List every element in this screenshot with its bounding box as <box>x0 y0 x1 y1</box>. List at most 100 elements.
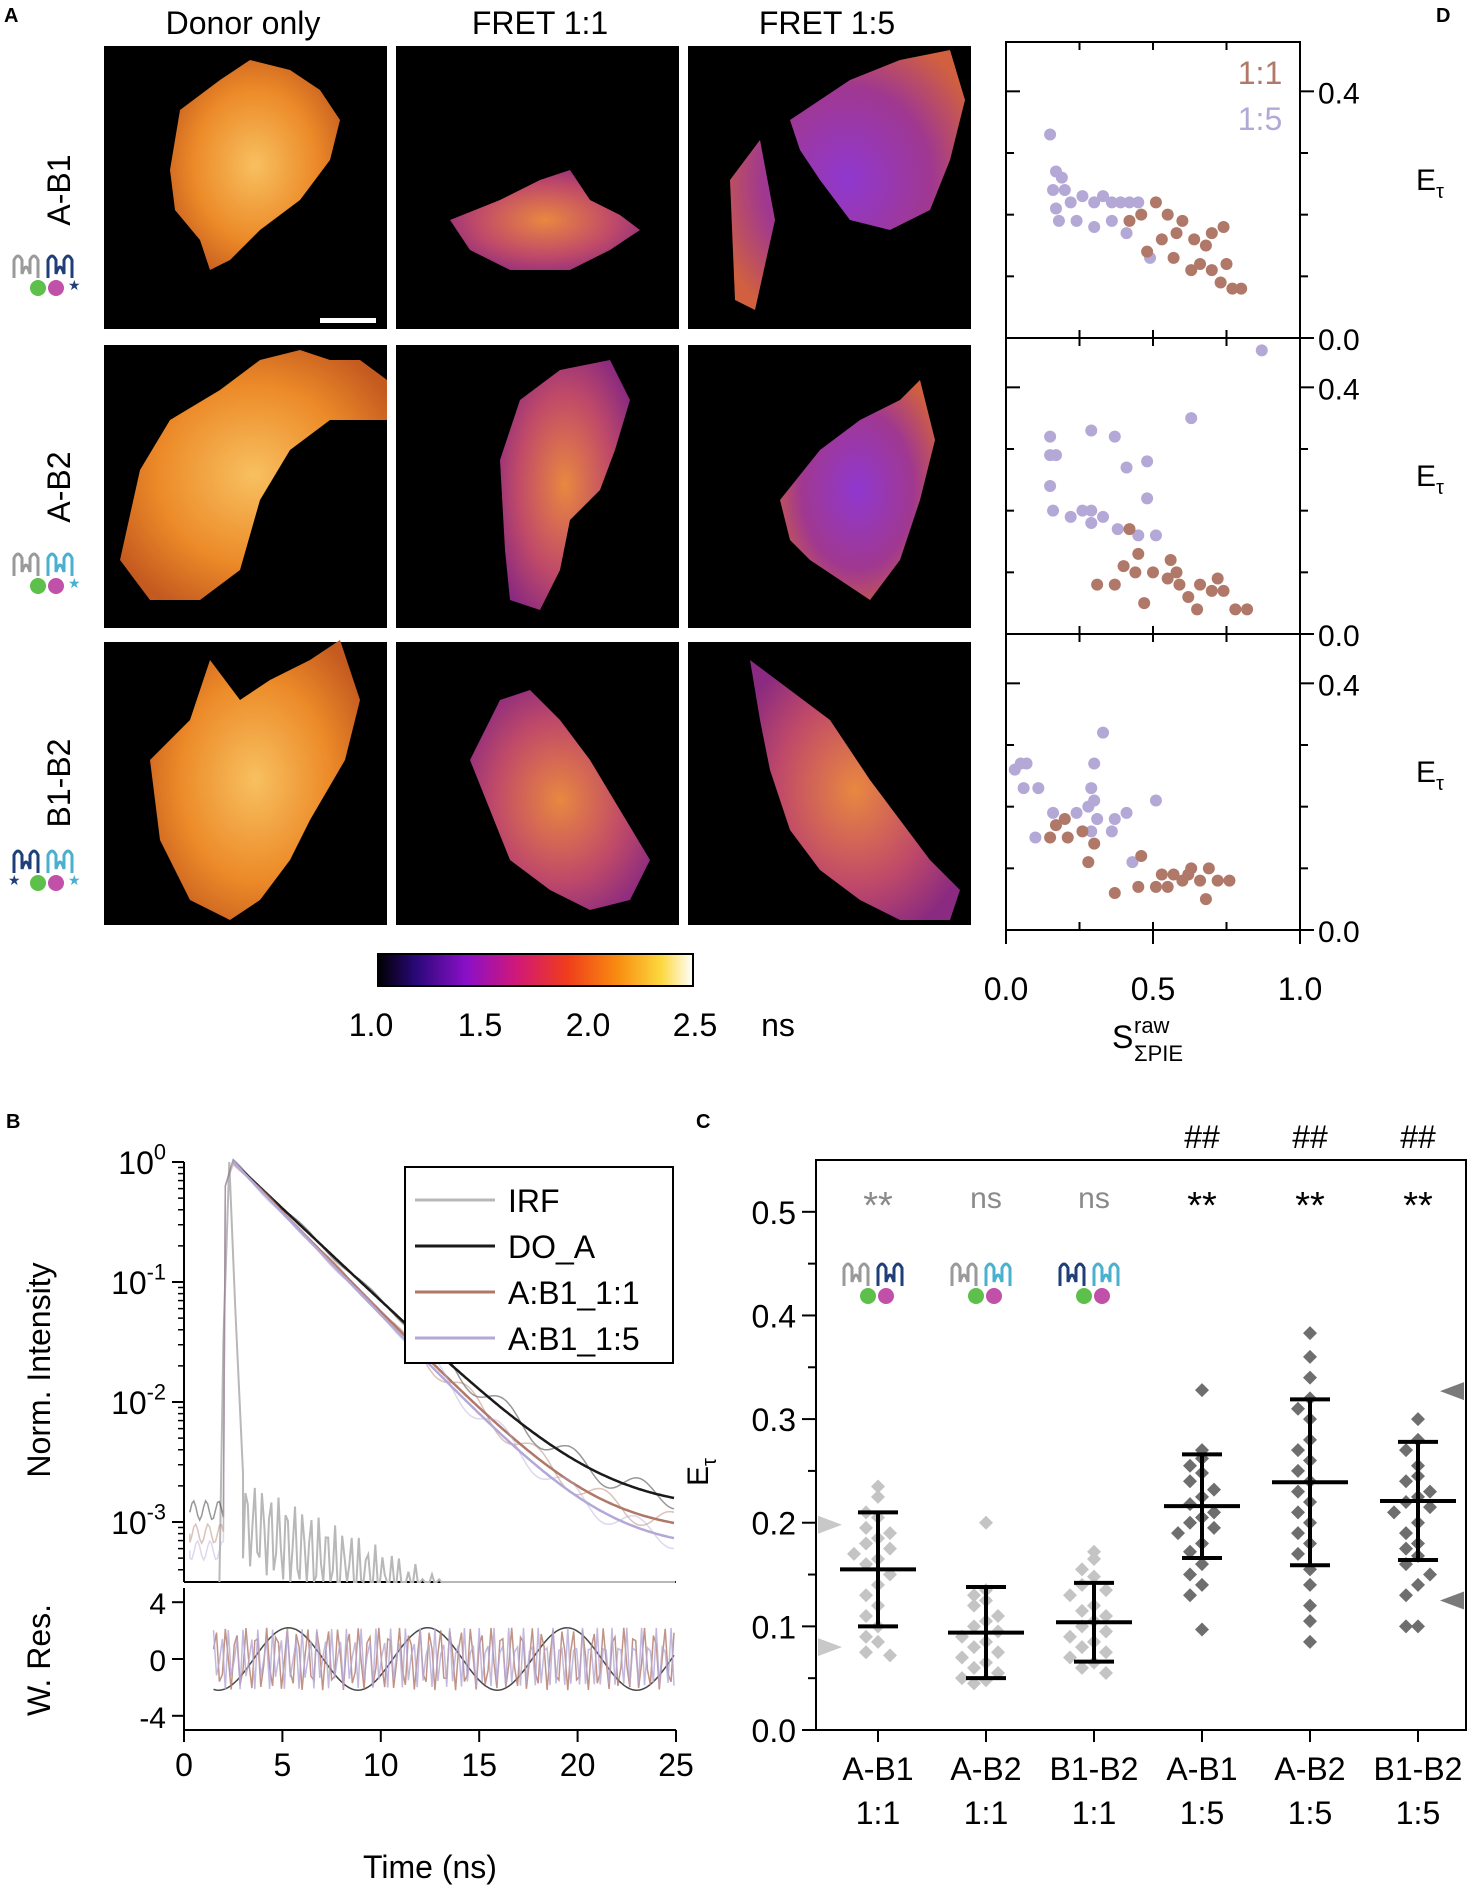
point-A-B2-1:1 <box>967 1598 981 1613</box>
point-A-B1-1:1 <box>859 1645 873 1660</box>
point-A-B2-1:5 <box>1303 1349 1317 1364</box>
efficiency-frame <box>815 1159 1467 1731</box>
point-A-B2-1:5 <box>1291 1463 1305 1478</box>
point-1-1-A-B1 <box>1188 233 1201 246</box>
point-1-1-A-B2 <box>1161 572 1174 585</box>
point-A-B2-1:5 <box>1291 1505 1305 1520</box>
point-1-5-A-B2 <box>1085 424 1098 437</box>
point-B1-B2-1:5 <box>1423 1500 1437 1515</box>
point-A-B1-1:1 <box>871 1479 885 1494</box>
scatter-xtick-label: 1.0 <box>1278 971 1322 1007</box>
point-A-B2-1:5 <box>1291 1526 1305 1541</box>
point-A-B1-1:5 <box>1183 1474 1197 1489</box>
curve-fit-A:B1_1:5 <box>232 1161 675 1540</box>
point-1-5-A-B2 <box>1149 529 1162 542</box>
point-A-B1-1:5 <box>1195 1577 1209 1592</box>
category-ratio-A-B1: 1:1 <box>856 1795 900 1831</box>
point-1-1-A-B1 <box>1167 251 1180 264</box>
category-label-A-B2: A-B2 <box>950 1751 1021 1787</box>
scatter-ytick-label-04: 0.4 <box>1318 669 1360 702</box>
point-A-B1-1:5 <box>1207 1505 1221 1520</box>
point-1-1-A-B1 <box>1149 196 1162 209</box>
point-1-1-A-B2 <box>1108 578 1121 591</box>
legend-1-1: 1:1 <box>1238 55 1282 91</box>
point-1-1-A-B1 <box>1141 245 1154 258</box>
residual-ylabel: W. Res. <box>21 1604 57 1716</box>
point-1-5-A-B1 <box>1097 190 1110 203</box>
point-1-5-A-B1 <box>1049 202 1062 215</box>
scatter-ytick-label-04: 0.4 <box>1318 373 1360 406</box>
row-label-a-b1: A-B1 <box>41 154 77 225</box>
point-1-1-A-B1 <box>1214 276 1227 289</box>
point-1-5-A-B1 <box>1132 196 1145 209</box>
point-1-1-A-B2 <box>1191 603 1204 616</box>
decay-ytick-label: 10-3 <box>111 1500 166 1541</box>
panel-label-c: C <box>696 1111 710 1133</box>
point-1-1-A-B1 <box>1161 208 1174 221</box>
point-1-5-A-B1 <box>1052 214 1065 227</box>
point-A-B1-1:5 <box>1171 1526 1185 1541</box>
point-A-B2-1:1 <box>955 1671 969 1686</box>
point-1-5-A-B1 <box>1064 196 1077 209</box>
significance-A-B2-1:1: ns <box>970 1182 1002 1215</box>
point-1-1-A-B1 <box>1217 221 1230 233</box>
point-1-5-B1-B2 <box>1085 782 1098 795</box>
significance-hash-B1-B2: ## <box>1400 1119 1436 1155</box>
category-label-A-B2: A-B2 <box>1274 1751 1345 1787</box>
point-1-5-B1-B2 <box>1070 806 1083 819</box>
point-B1-B2-1:5 <box>1423 1567 1437 1582</box>
receptor-right <box>1092 1262 1120 1286</box>
decay-ylabel: Norm. Intensity <box>21 1262 57 1477</box>
acceptor-dot <box>986 1288 1002 1304</box>
point-1-1-B1-B2 <box>1211 874 1224 887</box>
column-header-fret-1-1: FRET 1:1 <box>472 5 608 41</box>
acceptor-dot <box>878 1288 894 1304</box>
cell-b1-b2-fret-1-5 <box>750 660 960 920</box>
column-header-donor-only: Donor only <box>166 5 321 41</box>
point-B1-B2-1:5 <box>1399 1443 1413 1458</box>
efficiency-ytick-label: 0.5 <box>752 1195 796 1231</box>
point-A-B2-1:5 <box>1291 1443 1305 1458</box>
point-B1-B2-1:1 <box>1063 1650 1077 1665</box>
point-B1-B2-1:1 <box>1075 1562 1089 1577</box>
scatter-xlabel-sub: ΣPIE <box>1134 1041 1183 1066</box>
receptor-left <box>842 1262 870 1286</box>
point-1-1-A-B1 <box>1220 258 1233 270</box>
significance-A-B1-1:5: ** <box>1187 1185 1217 1227</box>
point-A-B2-1:5 <box>1291 1401 1305 1416</box>
point-1-5-A-B2 <box>1047 504 1060 517</box>
scatter-ylabel: Eτ <box>1416 756 1444 795</box>
point-1-5-A-B1 <box>1105 196 1118 209</box>
point-1-5-B1-B2 <box>1032 782 1045 795</box>
point-1-1-B1-B2 <box>1202 862 1215 875</box>
point-1-5-B1-B2 <box>1120 806 1133 819</box>
point-1-1-B1-B2 <box>1194 874 1207 887</box>
point-A-B2-1:5 <box>1303 1634 1317 1649</box>
row-label-a-b2: A-B2 <box>41 451 77 522</box>
point-A-B1-1:1 <box>859 1609 873 1623</box>
receptor-icon-b1-b2: ★ ★ <box>8 849 81 891</box>
residual-ytick-label: 4 <box>149 1588 166 1621</box>
receptor-left <box>1058 1262 1086 1286</box>
point-B1-B2-1:1 <box>1075 1577 1089 1592</box>
point-A-B1-1:5 <box>1183 1458 1197 1473</box>
scale-bar <box>320 318 376 323</box>
curve-data-A:B1_1:1 <box>189 1163 675 1545</box>
point-B1-B2-1:5 <box>1399 1526 1413 1541</box>
decay-xtick-label: 10 <box>363 1747 399 1783</box>
point-B1-B2-1:1 <box>1099 1624 1113 1639</box>
point-A-B1-1:5 <box>1207 1482 1221 1497</box>
point-1-5-A-B2 <box>1120 461 1133 474</box>
panel-label-b: B <box>6 1111 20 1133</box>
point-1-5-A-B2 <box>1076 504 1089 517</box>
category-ratio-B1-B2: 1:1 <box>1072 1795 1116 1831</box>
point-1-5-A-B1 <box>1120 227 1133 240</box>
point-A-B2-1:5 <box>1303 1577 1317 1592</box>
point-1-1-B1-B2 <box>1044 831 1057 844</box>
significance-A-B2-1:5: ** <box>1295 1185 1325 1227</box>
point-1-1-A-B2 <box>1117 560 1130 573</box>
scatter-ytick-label-0: 0.0 <box>1318 916 1360 949</box>
point-1-5-A-B2 <box>1097 510 1110 523</box>
point-1-1-A-B1 <box>1205 227 1218 240</box>
